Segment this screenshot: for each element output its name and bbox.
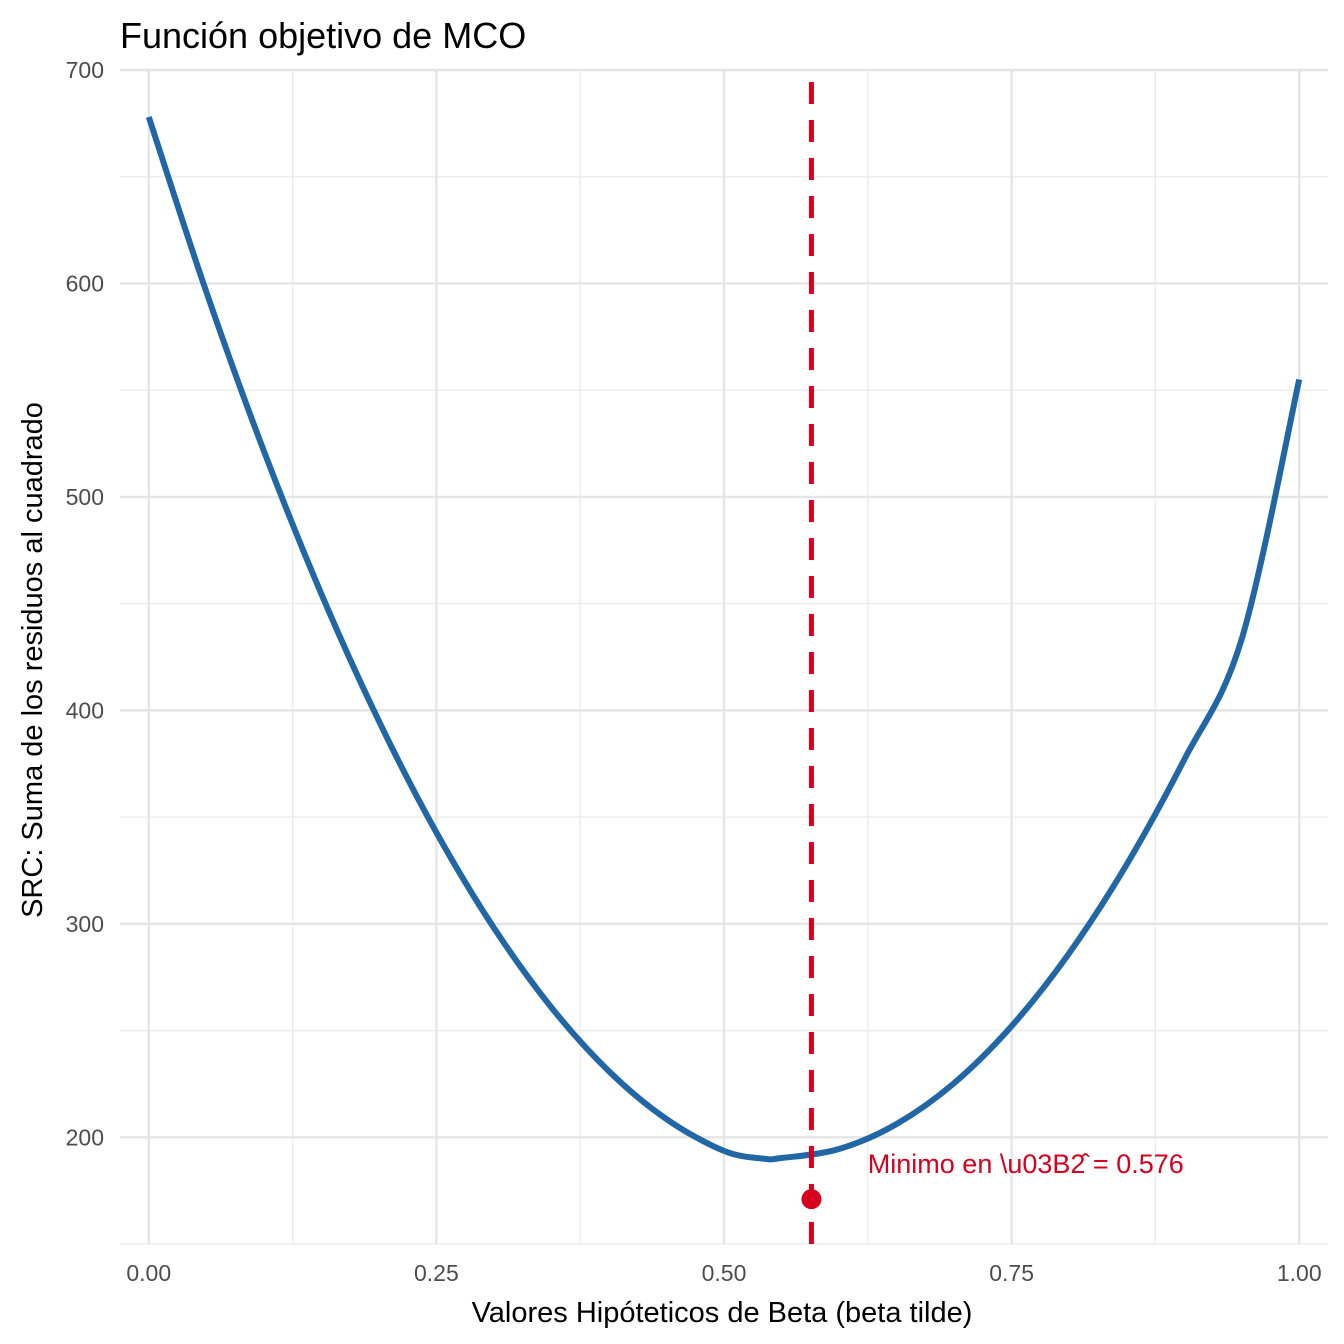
x-axis-label: Valores Hipóteticos de Beta (beta tilde) (472, 1297, 973, 1329)
minimum-point (801, 1189, 822, 1210)
y-tick-label: 200 (66, 1124, 104, 1150)
y-axis-label: SRC: Suma de los residuos al cuadrado (17, 402, 49, 918)
x-tick-label: 0.25 (414, 1260, 459, 1286)
x-tick-label: 0.00 (126, 1260, 171, 1286)
x-tick-label: 0.75 (989, 1260, 1034, 1286)
grid-lines (120, 68, 1328, 1245)
chart-title: Función objetivo de MCO (120, 15, 526, 56)
y-tick-label: 700 (66, 57, 104, 83)
x-tick-label: 1.00 (1277, 1260, 1322, 1286)
x-tick-label: 0.50 (702, 1260, 747, 1286)
point-layer (801, 1189, 822, 1210)
y-tick-label: 400 (66, 697, 104, 723)
y-tick-label: 300 (66, 911, 104, 937)
tick-labels: 0.00 0.25 0.50 0.75 1.00 200 300 400 500 600 700 (66, 57, 1322, 1286)
series-layer (145, 116, 1303, 1163)
minimum-annotation: Minimo en \u03B2̂ = 0.576 (868, 1149, 1184, 1179)
ssr-curve (145, 116, 1303, 1163)
y-tick-label: 500 (66, 484, 104, 510)
y-tick-label: 600 (66, 270, 104, 296)
